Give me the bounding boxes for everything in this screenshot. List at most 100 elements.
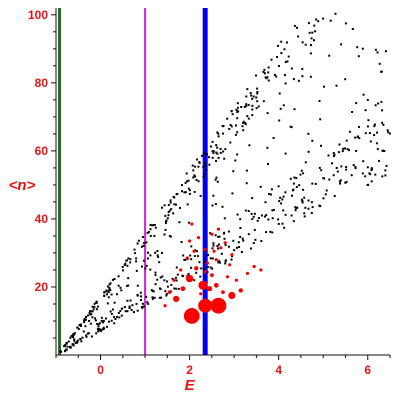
scatter-point [97,323,100,326]
scatter-point [236,153,239,156]
scatter-point [219,148,222,150]
scatter-point [239,227,242,229]
scatter-point [277,222,280,225]
scatter-point [354,167,357,170]
scatter-point [301,75,304,78]
scatter-point [144,267,147,270]
scatter-point [116,293,118,296]
scatter-point [163,279,166,282]
scatter-point [223,237,226,240]
scatter-point [294,206,297,209]
scatter-point [134,252,137,255]
scatter-point [280,202,283,205]
scatter-point [133,311,135,314]
scatter-point [370,169,373,172]
scatter-point [145,264,148,267]
scatter-point [307,132,310,135]
scatter-point [76,340,78,343]
scatter-point [295,186,298,188]
scatter-point [356,46,359,49]
scatter-point [293,176,296,179]
scatter-point [149,228,152,231]
highlight-point [190,222,194,226]
scatter-point [333,195,336,197]
scatter-point [110,312,113,315]
scatter-point [278,65,280,67]
scatter-point [117,312,120,314]
scatter-point [239,235,242,238]
scatter-point [90,335,93,338]
highlight-point [221,290,225,294]
scatter-point [292,78,295,81]
scatter-point [332,155,335,157]
scatter-point [272,208,275,211]
scatter-point [256,91,259,93]
scatter-point [358,137,361,140]
scatter-point [339,182,342,185]
scatter-point [380,70,383,73]
scatter-point [202,152,205,155]
scatter-point [98,322,101,325]
scatter-point [153,224,156,226]
scatter-point [84,325,87,328]
scatter-point [267,163,269,165]
y-axis-title: <n> [9,177,36,194]
scatter-point [319,205,322,208]
scatter-point [141,265,143,268]
scatter-point [103,291,106,294]
scatter-point [284,213,287,216]
scatter-point [188,189,191,192]
scatter-point [257,217,260,219]
scatter-point [72,334,75,337]
scatter-point [282,104,285,107]
scatter-point [182,254,185,257]
scatter-point [348,149,350,152]
scatter-point [260,214,263,217]
scatter-point [129,261,132,264]
scatter-point [205,250,208,253]
scatter-point [106,285,109,288]
scatter-point [212,152,215,155]
scatter-point [195,271,198,274]
scatter-point [373,123,376,126]
scatter-point [209,257,212,260]
scatter-point [80,323,83,326]
highlight-point [163,304,167,308]
scatter-point [204,164,207,167]
scatter-point [304,161,307,164]
scatter-point [124,262,127,265]
scatter-point [238,246,241,248]
scatter-point [190,266,193,269]
scatter-point [338,143,341,146]
scatter-point [301,201,304,204]
scatter-point [102,319,105,322]
scatter-point [224,259,227,262]
scatter-point [110,293,113,296]
scatter-point [267,79,270,82]
scatter-point [198,161,201,164]
scatter-point [244,209,247,212]
scatter-point [307,207,310,210]
scatter-point [252,242,255,244]
scatter-point [324,193,327,196]
scatter-point [149,235,152,237]
scatter-point [323,85,325,88]
scatter-point [101,328,104,331]
scatter-point [100,319,103,322]
scatter-point [205,169,208,172]
scatter-point [216,131,219,134]
scatter-point [69,346,71,349]
scatter-point [254,238,257,241]
scatter-point [224,148,227,151]
y-tick-label: 60 [35,144,49,158]
scatter-point [376,51,379,54]
scatter-point [277,218,280,221]
scatter-point [247,210,250,212]
scatter-point [70,334,73,337]
scatter-point [107,291,110,294]
scatter-point [212,194,215,197]
scatter-point [224,262,227,265]
scatter-point [232,239,235,242]
scatter-point [219,261,221,264]
